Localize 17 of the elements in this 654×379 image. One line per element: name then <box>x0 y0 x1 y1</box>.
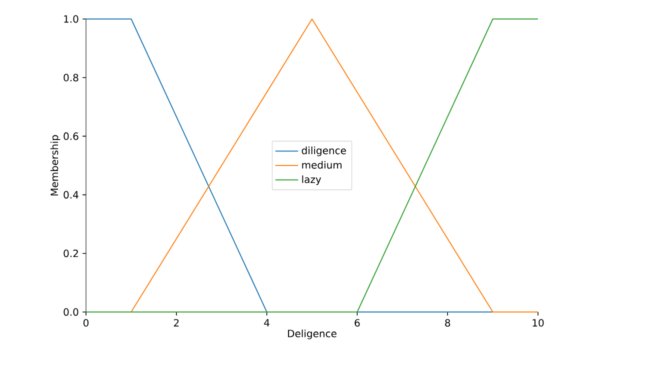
y-tick-label: 0.2 <box>64 250 78 258</box>
legend-label: lazy <box>302 175 322 186</box>
x-tick-label: 0 <box>83 319 89 327</box>
y-axis-title: Membership <box>50 135 60 196</box>
y-tick-label: 0.8 <box>64 74 78 82</box>
x-axis-title: Deligence <box>288 330 336 340</box>
y-tick-label: 0.6 <box>64 132 78 140</box>
y-tick-label: 0.0 <box>64 308 78 316</box>
x-tick-label: 8 <box>445 319 450 327</box>
y-tick-label: 1.0 <box>64 15 78 23</box>
y-tick-label: 0.4 <box>64 191 78 199</box>
legend-label: diligence <box>302 146 346 156</box>
legend-label: medium <box>302 160 342 169</box>
x-tick-label: 10 <box>532 319 544 327</box>
x-tick-label: 6 <box>354 319 360 327</box>
x-tick-label: 2 <box>174 319 179 326</box>
x-tick-label: 4 <box>264 319 270 326</box>
